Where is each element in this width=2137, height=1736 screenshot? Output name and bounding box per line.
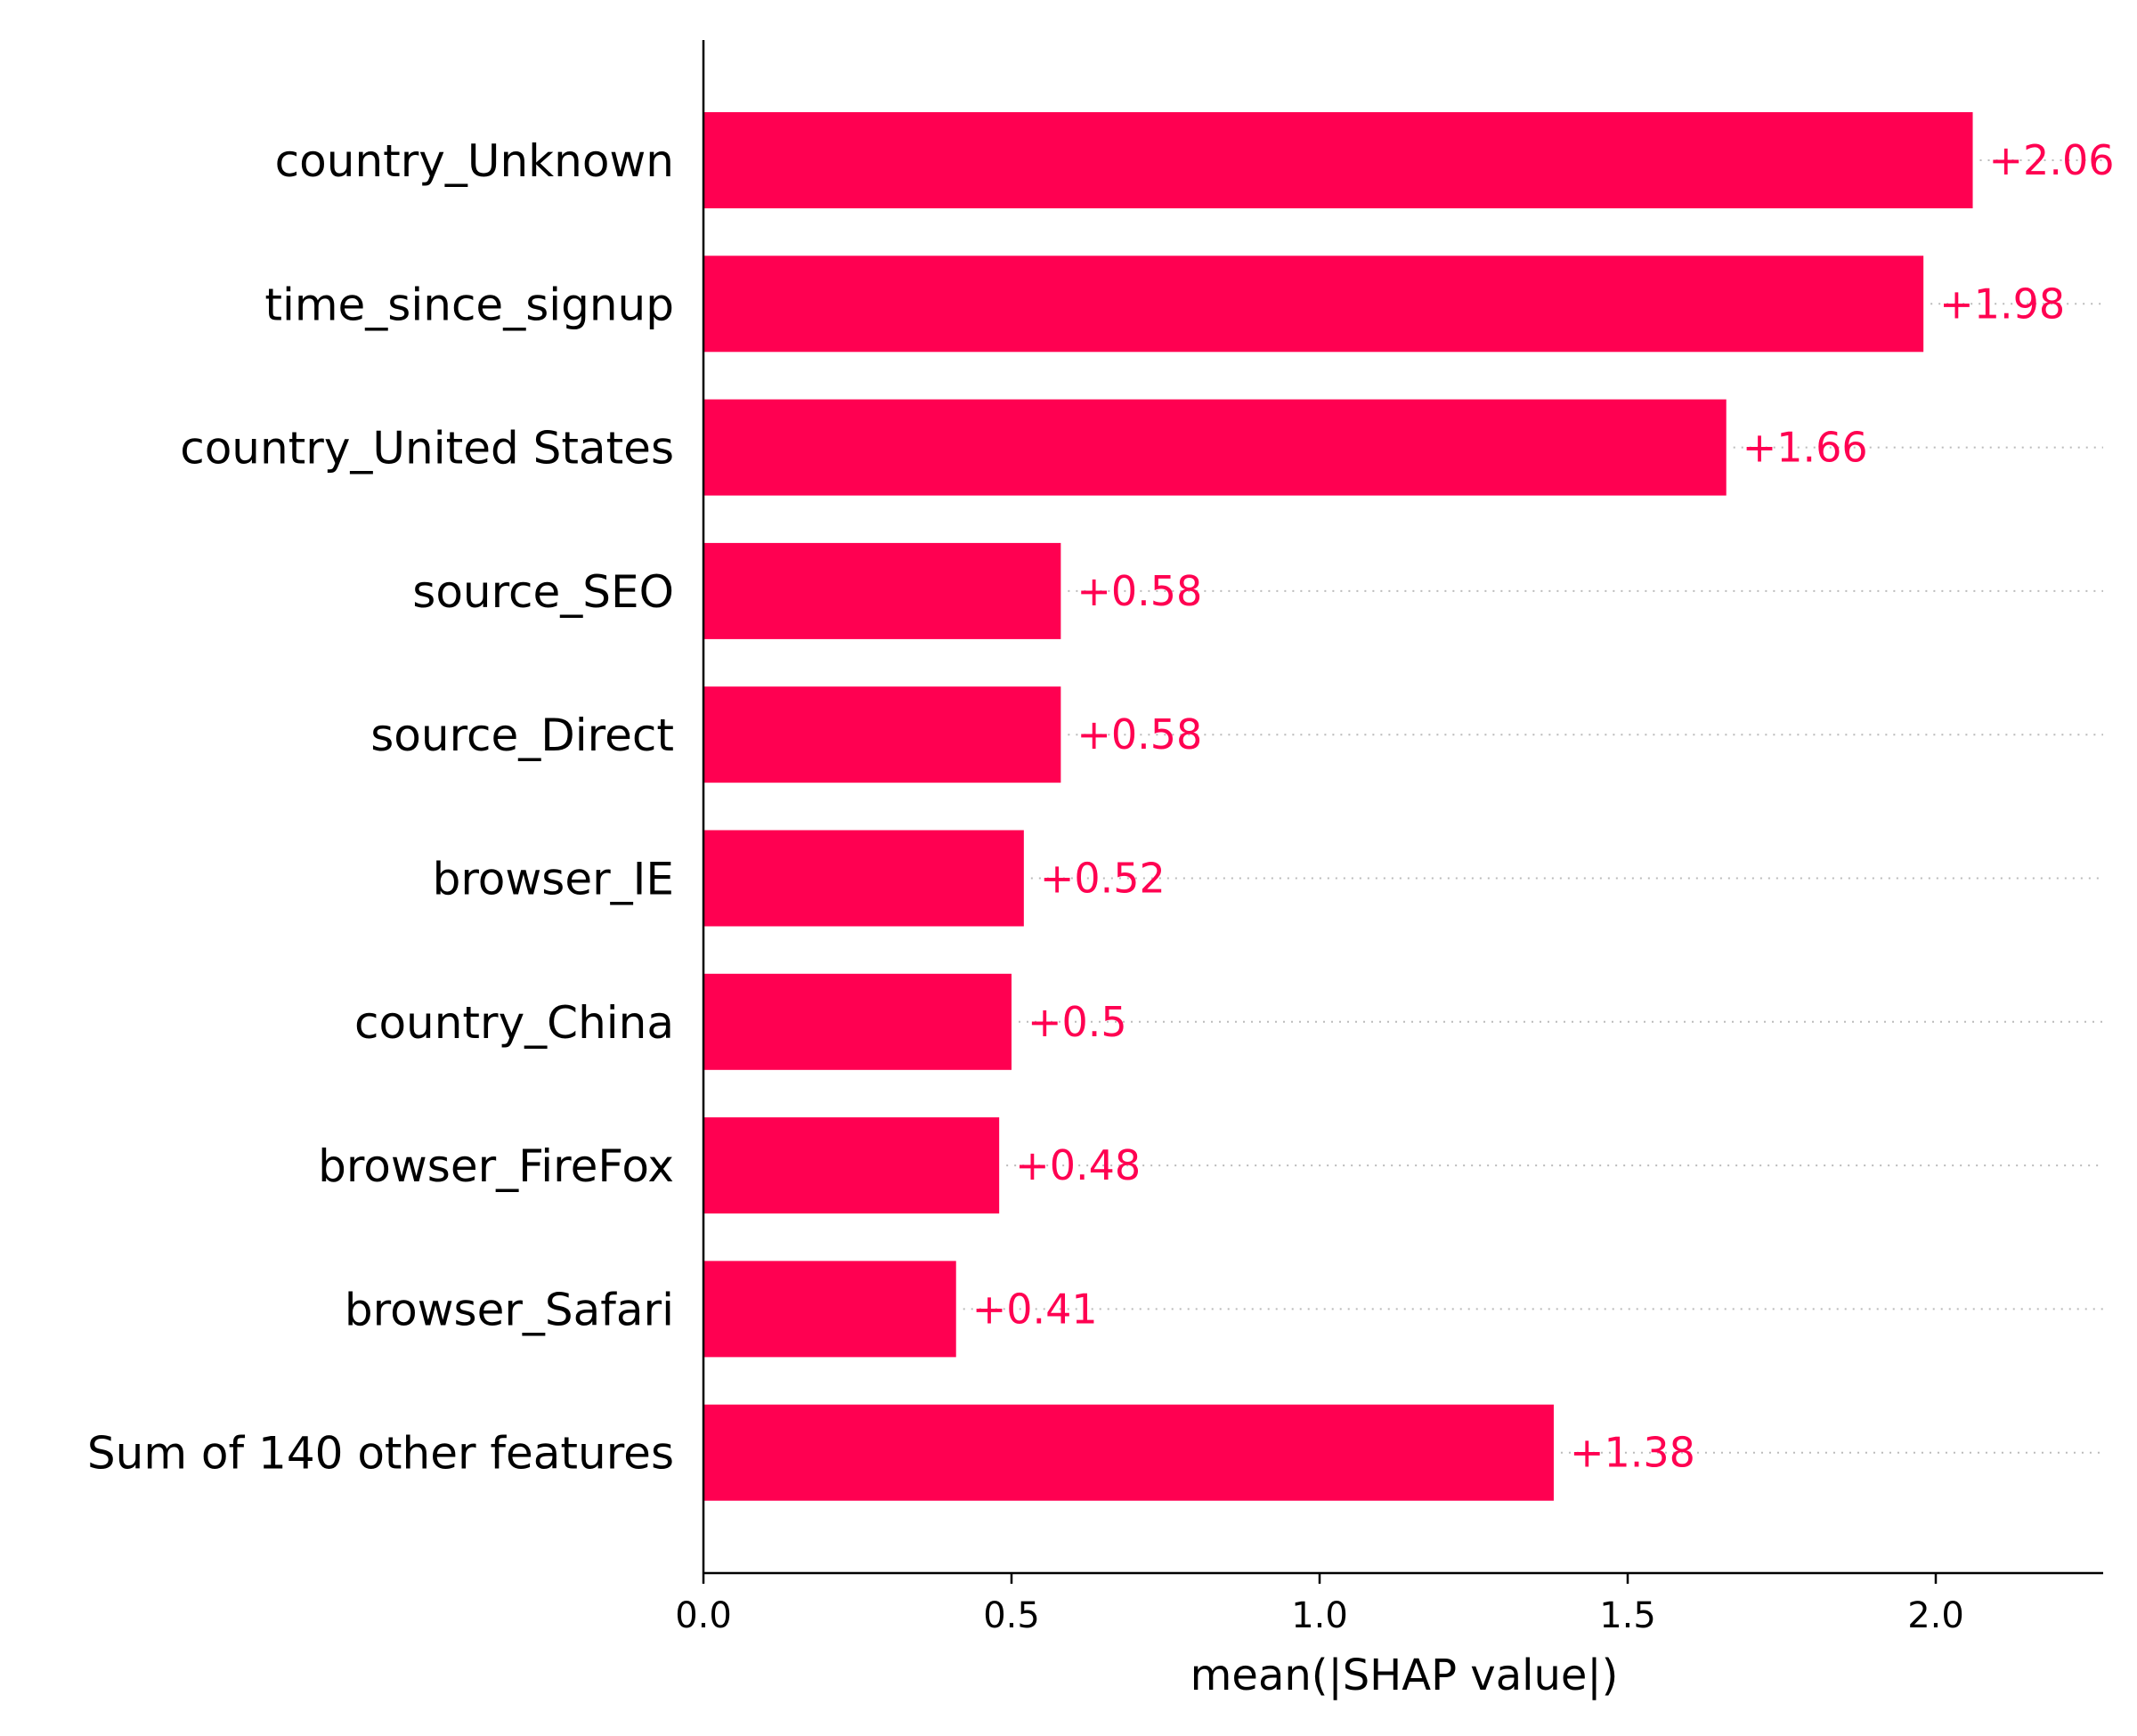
- bar: [703, 1117, 1000, 1214]
- bar: [703, 399, 1727, 496]
- bar: [703, 973, 1012, 1070]
- category-label: source_SEO: [412, 566, 674, 618]
- bar: [703, 112, 1973, 208]
- bar-value-label: +1.98: [1939, 280, 2065, 328]
- category-label: country_Unknown: [275, 135, 674, 187]
- bar-value-label: +0.52: [1040, 855, 1166, 903]
- bar: [703, 1261, 956, 1358]
- bar-value-label: +0.5: [1028, 998, 1127, 1046]
- category-label: Sum of 140 other features: [87, 1428, 674, 1480]
- x-tick-label: 1.0: [1291, 1595, 1348, 1636]
- category-label: country_China: [354, 997, 674, 1049]
- category-label: source_Direct: [370, 710, 674, 761]
- category-label: browser_Safari: [345, 1284, 674, 1335]
- bar: [703, 1404, 1554, 1501]
- bars: [703, 112, 1973, 1501]
- category-labels: country_Unknown time_since_signup country_…: [87, 135, 674, 1480]
- x-tick-label: 0.5: [983, 1595, 1040, 1636]
- bar: [703, 542, 1061, 639]
- bar: [703, 686, 1061, 783]
- x-tick-label: 0.0: [675, 1595, 732, 1636]
- bar: [703, 830, 1024, 927]
- bar-value-label: +2.06: [1989, 136, 2115, 184]
- bar: [703, 256, 1924, 353]
- x-axis-title: mean(|SHAP value|): [1190, 1651, 1619, 1700]
- bar-value-label: +0.41: [972, 1285, 1098, 1333]
- bar-value-label: +0.58: [1077, 710, 1202, 758]
- category-label: browser_IE: [433, 854, 674, 905]
- axes: 0.0 0.5 1.0 1.5 2.0: [675, 40, 2103, 1636]
- x-tick-label: 2.0: [1907, 1595, 1964, 1636]
- guide-lines: [963, 159, 2103, 1454]
- bar-value-label: +0.58: [1077, 567, 1202, 615]
- value-labels: +2.06 +1.98 +1.66 +0.58 +0.58 +0.52 +0.5 +0.48 +…: [972, 136, 2115, 1477]
- bar-value-label: +1.66: [1743, 424, 1868, 472]
- bar-value-label: +1.38: [1570, 1429, 1695, 1477]
- category-label: country_United States: [180, 423, 674, 475]
- category-label: browser_FireFox: [318, 1140, 674, 1192]
- category-label: time_since_signup: [264, 279, 674, 330]
- x-tick-label: 1.5: [1599, 1595, 1656, 1636]
- bar-value-label: +0.48: [1015, 1141, 1141, 1189]
